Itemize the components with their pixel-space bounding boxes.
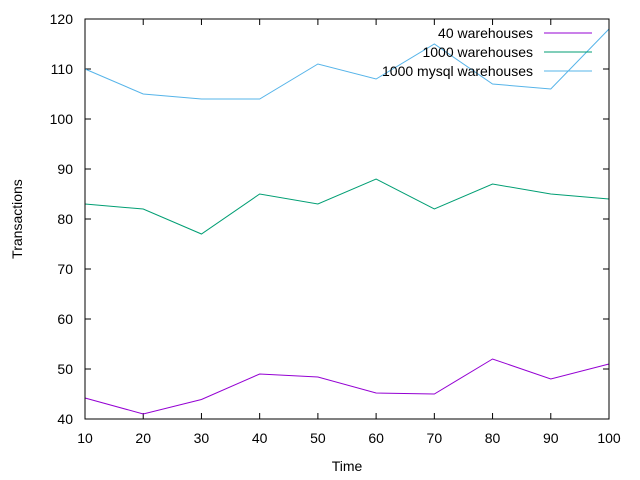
series-line-3: [84, 28, 610, 100]
y-tick-label: 50: [57, 361, 73, 377]
axis-ticks: 10 20 30 40 50 60 70 80 90 100 40 50 60 70 80 90 100 110 1…: [50, 11, 621, 446]
y-tick-label: 60: [57, 311, 73, 327]
y-tick-label: 110: [51, 61, 74, 77]
x-tick-label: 50: [310, 430, 326, 446]
x-axis-label: Time: [332, 458, 363, 474]
y-tick-label: 90: [57, 161, 73, 177]
x-tick-label: 90: [543, 430, 559, 446]
y-axis-label: Transactions: [9, 179, 25, 259]
x-tick-label: 40: [252, 430, 268, 446]
legend: 40 warehouses 1000 warehouses 1000 mysql w…: [382, 25, 592, 79]
series-line-2: [84, 178, 610, 235]
y-tick-label: 120: [50, 11, 74, 27]
legend-label: 40 warehouses: [438, 25, 533, 41]
x-tick-label: 60: [368, 430, 384, 446]
y-tick-label: 100: [50, 111, 74, 127]
x-tick-label: 70: [427, 430, 443, 446]
x-tick-label: 10: [77, 430, 93, 446]
y-tick-label: 70: [57, 261, 73, 277]
x-tick-label: 80: [485, 430, 501, 446]
x-tick-label: 30: [194, 430, 210, 446]
plot-frame: [84, 18, 610, 420]
legend-label: 1000 mysql warehouses: [382, 63, 533, 79]
x-tick-label: 20: [135, 430, 151, 446]
legend-label: 1000 warehouses: [422, 44, 533, 60]
y-tick-label: 80: [57, 211, 73, 227]
y-tick-label: 40: [57, 411, 73, 427]
series-line-1: [84, 358, 610, 415]
x-tick-label: 100: [597, 430, 621, 446]
series-lines: [84, 28, 610, 415]
